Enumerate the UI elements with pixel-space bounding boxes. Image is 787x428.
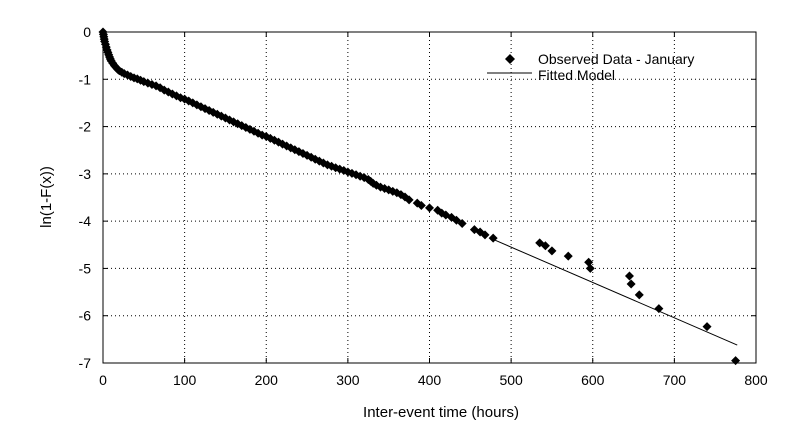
- observed-data-point: [731, 356, 741, 366]
- legend-entry-fitted: Fitted Model: [538, 67, 615, 83]
- x-tick-label: 0: [99, 372, 107, 388]
- observed-data-point: [626, 279, 636, 289]
- x-tick-labels: 0 100 200 300 400 500 600 700 800: [99, 372, 768, 388]
- y-tick-label: -1: [79, 71, 92, 87]
- observed-data-point: [702, 322, 712, 332]
- x-axis-title: Inter-event time (hours): [363, 404, 519, 421]
- observed-data-point: [585, 263, 595, 273]
- legend-marker-diamond-icon: [505, 54, 515, 64]
- x-tick-label: 500: [499, 372, 523, 388]
- observed-data-point: [480, 230, 490, 240]
- fitted-model-line: [494, 239, 738, 346]
- y-tick-label: -5: [79, 260, 92, 276]
- y-tick-label: -4: [79, 213, 92, 229]
- y-tick-label: 0: [83, 24, 91, 40]
- observed-data-series: [98, 27, 741, 366]
- fitted-model-series: [494, 239, 738, 346]
- y-tick-labels: 0 -1 -2 -3 -4 -5 -6 -7: [79, 24, 92, 371]
- x-tick-label: 300: [336, 372, 360, 388]
- observed-data-point: [404, 195, 414, 205]
- grid: [103, 32, 756, 363]
- observed-data-point: [425, 203, 434, 213]
- observed-data-point: [624, 271, 634, 281]
- y-tick-label: -6: [79, 308, 92, 324]
- x-tick-label: 100: [173, 372, 197, 388]
- legend: Observed Data - January Fitted Model: [487, 51, 694, 83]
- plot-frame: [102, 31, 757, 364]
- observed-data-point: [488, 233, 498, 243]
- observed-data-point: [416, 201, 426, 211]
- tick-marks: [102, 31, 757, 364]
- y-tick-label: -7: [79, 355, 92, 371]
- x-tick-label: 700: [663, 372, 687, 388]
- y-axis-title: ln(1-F(x)): [38, 166, 55, 228]
- observed-data-point: [540, 241, 550, 251]
- y-tick-label: -3: [79, 166, 92, 182]
- x-tick-label: 600: [581, 372, 605, 388]
- observed-data-point: [547, 246, 557, 256]
- x-tick-label: 200: [255, 372, 279, 388]
- observed-data-point: [451, 215, 461, 225]
- legend-entry-observed: Observed Data - January: [538, 51, 694, 67]
- observed-data-point: [654, 304, 664, 314]
- observed-data-point: [563, 251, 573, 261]
- x-tick-label: 400: [418, 372, 442, 388]
- x-tick-label: 800: [744, 372, 768, 388]
- observed-data-point: [457, 219, 467, 229]
- observed-data-point: [584, 257, 594, 267]
- observed-data-point: [634, 290, 644, 300]
- y-tick-label: -2: [79, 119, 92, 135]
